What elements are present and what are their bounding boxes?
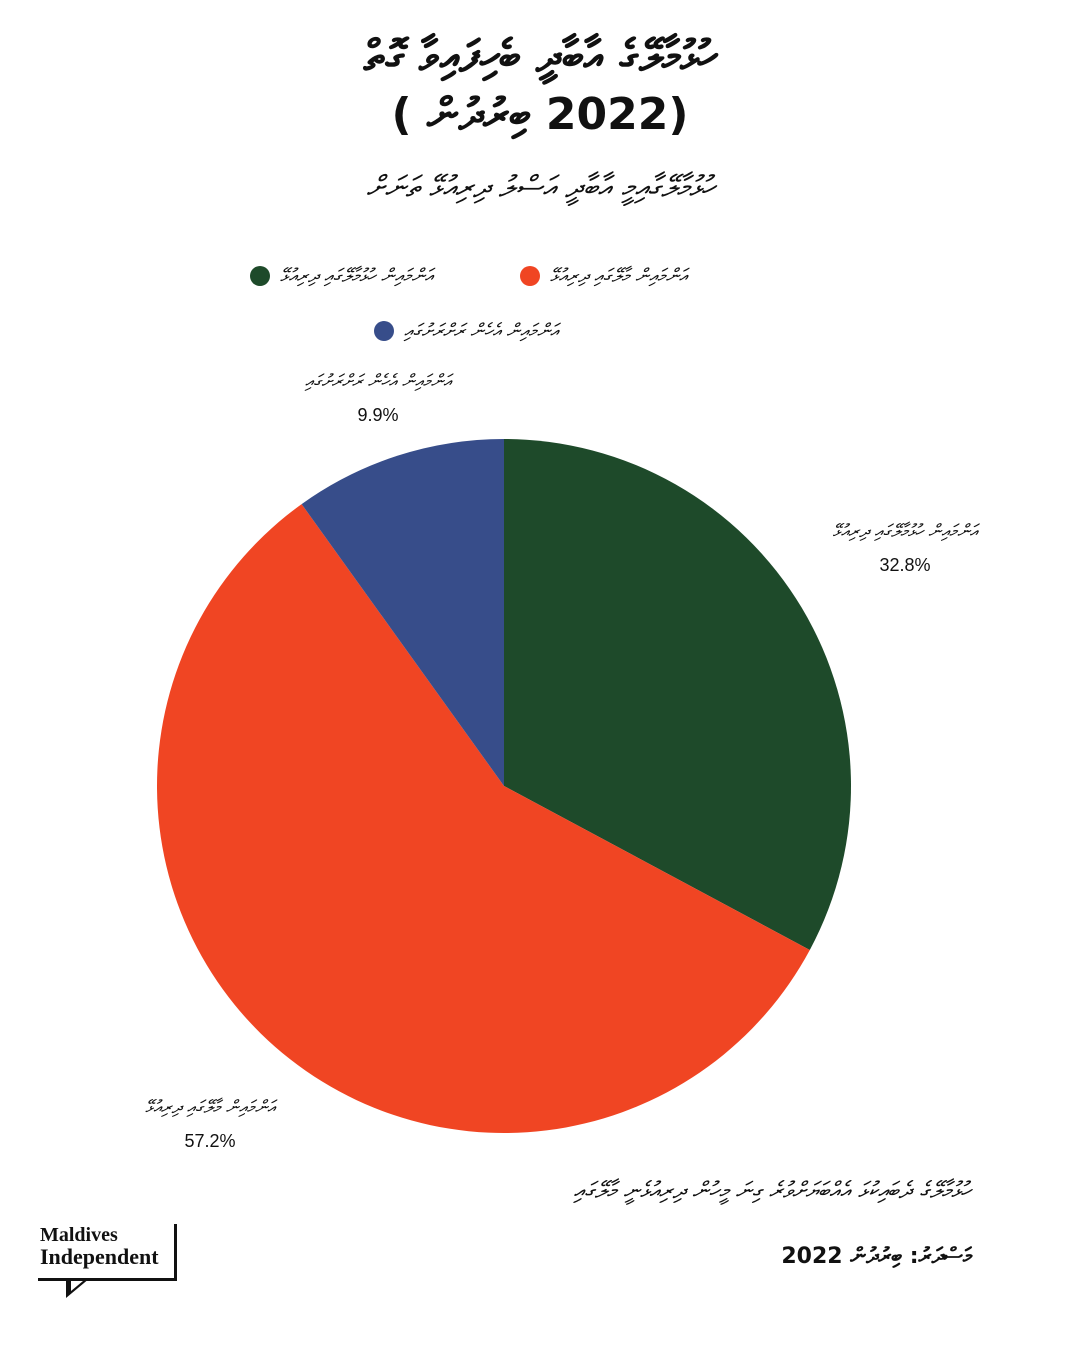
pie-slice-hulhumale-percent: 32.8% [879,555,930,575]
logo-text-independent: Independent [40,1244,159,1269]
legend-label-male: އަންމައިން މާލޭގައި ދިރިއުޅޭ [550,265,688,287]
chart-title: ހުޅުމާލޭގެ އާބާދީ ބެހިފައިވާ ގޮތް (2022 … [90,28,990,144]
footnote: ހުޅުމާލޭގެ ދެބައިކުޅަ އެއްބަޔަށްވުރެ ގިނ… [573,1178,970,1204]
legend-swatch-male [520,266,540,286]
chart-subtitle: ހުޅުމާލޭގާއިމީ އާބާދީ އަސްލު ދިރިއުޅޭ ތަ… [366,170,714,205]
legend-swatch-other-islands [374,321,394,341]
legend-label-other-islands: އަންމައިން އެހެން ރަށްރަށުގައި [404,320,559,342]
source-note: މަސްދަރު: ބިރުދުން 2022 [781,1244,972,1269]
logo-text-maldives: Maldives [40,1224,118,1246]
logo-frame [38,1224,177,1281]
legend-swatch-hulhumale [250,266,270,286]
pie-slice-male [157,504,810,1133]
pie-slice-other-islands-percent: 9.9% [357,405,398,425]
chart-title-line1: ހުޅުމާލޭގެ އާބާދީ ބެހިފައިވާ ގޮތް [363,31,717,82]
chart-title-line2: (2022 ބިރުދުން ) [391,89,689,140]
legend-item-male: އަންމައިން މާލޭގައި ދިރިއުޅޭ [520,259,687,293]
pie-slice-hulhumale-label: އަންމައިން ހުޅުމާލޭގައި ދިރިއުޅޭ [833,521,981,542]
publisher-logo: Maldives Independent [38,1224,178,1298]
pie-slice-hulhumale [504,439,852,950]
pie-slice-male-label: އަންމައިން މާލޭގައި ދިރިއުޅޭ [145,1097,278,1118]
legend-item-other-islands: އަންމައިން އެހެން ރަށްރަށުގައި [374,314,558,348]
legend-label-hulhumale: އަންމައިން ހުޅުމާލޭގައި ދިރިއުޅޭ [280,265,433,287]
pie-slice-other-islands-label: އަންމައިން އެހެން ރަށްރަށުގައި [304,371,454,392]
logo-speech-tail-icon [66,1278,90,1298]
legend-item-hulhumale: އަންމައިން ހުޅުމާލޭގައި ދިރިއުޅޭ [250,259,433,293]
pie-slice-other-islands [301,439,504,786]
pie-slice-male-percent: 57.2% [184,1131,235,1151]
